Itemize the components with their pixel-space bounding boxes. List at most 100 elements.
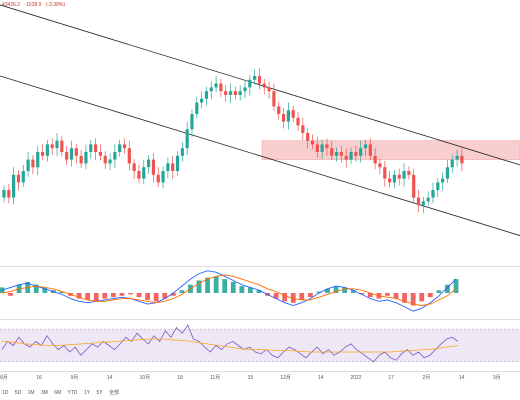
range-button-1y[interactable]: 1Y <box>83 390 91 396</box>
candle-body <box>267 87 271 92</box>
macd-histogram-bar <box>93 293 99 302</box>
range-button-1m[interactable]: 1M <box>27 390 35 396</box>
range-button-6m[interactable]: 6M <box>54 390 62 396</box>
macd-histogram-bar <box>402 293 408 303</box>
candle-body <box>127 148 131 164</box>
range-button-5d[interactable]: 5D <box>14 390 22 396</box>
candle-body <box>40 152 45 156</box>
candle-body <box>36 152 40 168</box>
candle-body <box>349 152 353 160</box>
macd-histogram-bar <box>367 293 373 298</box>
candle-body <box>388 178 392 183</box>
range-button-ytd[interactable]: YTD <box>67 390 78 396</box>
candle-body <box>156 174 160 183</box>
macd-histogram-bar <box>59 291 65 293</box>
candle-body <box>416 197 421 206</box>
macd-histogram-bar <box>136 293 142 298</box>
candle-body <box>113 152 117 160</box>
macd-histogram-bar <box>196 280 202 293</box>
macd-histogram-bar <box>179 290 185 293</box>
candle-body <box>21 171 25 183</box>
macd-histogram-bar <box>316 291 322 293</box>
candle-body <box>214 83 218 88</box>
candle-body <box>166 163 170 171</box>
macd-histogram-bar <box>145 293 151 300</box>
range-button-3m[interactable]: 3M <box>40 390 48 396</box>
candle-body <box>190 114 194 130</box>
candle-body <box>219 83 223 92</box>
range-button-1d[interactable]: 1D <box>2 390 9 396</box>
channel-lower-line <box>0 75 520 236</box>
candle-body <box>204 91 209 99</box>
candle-body <box>12 174 16 198</box>
candle-body <box>84 152 88 164</box>
candle-body <box>108 159 112 164</box>
candle-body <box>79 155 83 164</box>
macd-histogram-bar <box>8 293 13 296</box>
macd-histogram-bar <box>239 286 245 293</box>
macd-histogram-bar <box>307 293 313 298</box>
header-value-3: (-3.38%) <box>45 2 66 8</box>
macd-histogram-bar <box>76 293 82 299</box>
macd-signal-line <box>1 274 457 306</box>
candle-body <box>89 144 93 152</box>
candle-body <box>253 76 257 80</box>
candle-body <box>301 125 305 133</box>
macd-histogram-bar <box>419 293 425 302</box>
macd-histogram-bar <box>427 293 433 298</box>
macd-histogram-bar <box>453 279 459 293</box>
candle-body <box>363 144 368 149</box>
candle-body <box>65 152 69 160</box>
x-tick-label: 11月 <box>210 375 220 381</box>
macd-histogram-bar <box>410 293 416 306</box>
candle-body <box>397 174 401 179</box>
x-tick-label: 14 <box>318 375 324 381</box>
candle-body <box>286 110 290 122</box>
candle-body <box>315 144 319 152</box>
candle-body <box>7 190 11 198</box>
candle-body <box>310 140 315 145</box>
macd-histogram-bar <box>445 284 450 293</box>
candle-body <box>151 159 156 175</box>
header-value-2: -1528.9 <box>24 2 42 8</box>
macd-histogram-bar <box>393 293 399 299</box>
candle-body <box>248 79 252 88</box>
candle-body <box>228 91 233 95</box>
candle-body <box>103 155 107 164</box>
candle-body <box>238 91 242 95</box>
macd-histogram-bar <box>436 290 442 293</box>
candle-body <box>60 140 64 152</box>
range-button-5y[interactable]: 5Y <box>96 390 103 396</box>
candle-body <box>262 83 266 88</box>
macd-histogram-bar <box>299 293 305 300</box>
candle-body <box>426 197 430 202</box>
candle-body <box>320 144 324 152</box>
macd-histogram-bar <box>102 293 108 299</box>
candle-body <box>344 155 348 160</box>
candle-body <box>412 174 416 198</box>
candle-body <box>339 152 343 156</box>
candle-body <box>195 102 199 114</box>
macd-histogram-bar <box>119 293 125 296</box>
candle-body <box>291 110 295 118</box>
candle-body <box>175 155 180 171</box>
macd-histogram-bar <box>273 293 279 299</box>
range-button-all[interactable]: 全部 <box>108 390 119 396</box>
macd-histogram-bar <box>213 276 219 293</box>
candle-body <box>233 91 237 95</box>
candle-body <box>383 167 387 179</box>
candle-body <box>325 144 329 149</box>
candle-body <box>209 87 213 92</box>
candle-body <box>373 155 377 164</box>
candle-body <box>257 76 262 84</box>
macd-histogram-bar <box>230 281 236 293</box>
resistance-zone <box>261 140 520 160</box>
macd-histogram-bar <box>325 288 330 293</box>
candle-body <box>392 174 397 183</box>
macd-histogram-bar <box>33 284 39 293</box>
candle-body <box>26 159 30 171</box>
rsi-average-line <box>1 338 459 353</box>
price-header: 43426.2 -1528.9 (-3.38%) <box>2 2 68 8</box>
candle-body <box>16 174 21 183</box>
